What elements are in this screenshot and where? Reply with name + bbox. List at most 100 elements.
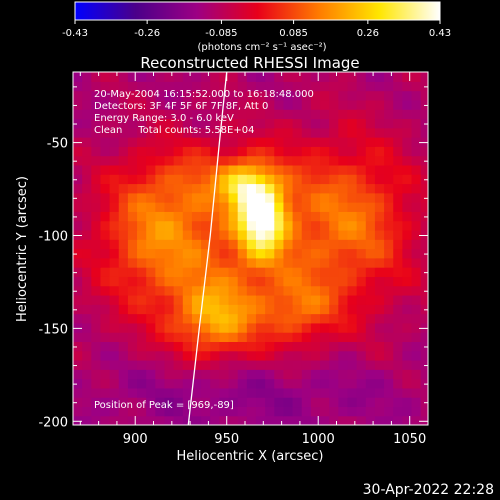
heatmap-cell [146, 323, 156, 333]
heatmap-cell [265, 276, 275, 286]
heatmap-cell [128, 416, 138, 426]
heatmap-cell [274, 388, 284, 398]
heatmap-cell [265, 351, 275, 361]
heatmap-cell [320, 193, 330, 203]
heatmap-cell [393, 388, 403, 398]
heatmap-cell [146, 388, 156, 398]
heatmap-cell [119, 332, 129, 342]
heatmap-cell [347, 406, 357, 416]
heatmap-cell [192, 72, 202, 82]
heatmap-cell [338, 360, 348, 370]
heatmap-cell [91, 249, 101, 259]
heatmap-cell [91, 137, 101, 147]
heatmap-cell [357, 193, 367, 203]
heatmap-cell [293, 295, 303, 305]
heatmap-cell [347, 109, 357, 119]
heatmap-cell [229, 258, 239, 268]
timestamp: 30-Apr-2022 22:28 [363, 482, 494, 498]
heatmap-cell [100, 202, 110, 212]
heatmap-cell [192, 146, 202, 156]
heatmap-cell [293, 128, 303, 138]
heatmap-cell [347, 332, 357, 342]
heatmap-cell [82, 323, 92, 333]
heatmap-cell [293, 230, 303, 240]
heatmap-cell [265, 314, 275, 324]
heatmap-cell [347, 369, 357, 379]
heatmap-cell [283, 258, 293, 268]
heatmap-cell [421, 81, 431, 91]
heatmap-cell [384, 109, 394, 119]
heatmap-cell [402, 239, 412, 249]
heatmap-cell [100, 295, 110, 305]
heatmap-cell [128, 193, 138, 203]
heatmap-cell [119, 286, 129, 296]
heatmap-cell [393, 239, 403, 249]
heatmap-cell [192, 286, 202, 296]
heatmap-cell [192, 193, 202, 203]
heatmap-cell [265, 332, 275, 342]
heatmap-cell [311, 211, 321, 221]
heatmap-cell [412, 258, 422, 268]
heatmap-cell [347, 314, 357, 324]
heatmap-cell [265, 165, 275, 175]
heatmap-cell [73, 165, 83, 175]
heatmap-cell [155, 183, 165, 193]
heatmap-cell [375, 249, 385, 259]
heatmap-cell [183, 286, 193, 296]
heatmap-cell [283, 295, 293, 305]
heatmap-cell [375, 183, 385, 193]
heatmap-cell [338, 406, 348, 416]
heatmap-cell [155, 193, 165, 203]
heatmap-cell [274, 165, 284, 175]
heatmap-cell [238, 379, 248, 389]
heatmap-cell [393, 165, 403, 175]
heatmap-cell [210, 202, 220, 212]
heatmap-cell [412, 156, 422, 166]
heatmap-cell [110, 72, 120, 82]
heatmap-cell [421, 341, 431, 351]
heatmap-cell [183, 239, 193, 249]
heatmap-cell [247, 146, 257, 156]
heatmap-cell [366, 193, 376, 203]
heatmap-cell [183, 351, 193, 361]
heatmap-cell [256, 165, 266, 175]
heatmap-cell [375, 360, 385, 370]
heatmap-cell [155, 416, 165, 426]
heatmap-cell [311, 314, 321, 324]
heatmap-cell [366, 397, 376, 407]
heatmap-cell [174, 239, 184, 249]
heatmap-cell [421, 109, 431, 119]
heatmap-cell [375, 295, 385, 305]
heatmap-cell [146, 276, 156, 286]
heatmap-cell [73, 276, 83, 286]
heatmap-cell [174, 332, 184, 342]
heatmap-cell [91, 258, 101, 268]
heatmap-cell [320, 379, 330, 389]
heatmap-cell [73, 239, 83, 249]
heatmap-cell [412, 211, 422, 221]
heatmap-cell [357, 360, 367, 370]
heatmap-cell [110, 165, 120, 175]
heatmap-cell [366, 146, 376, 156]
heatmap-cell [128, 286, 138, 296]
heatmap-cell [347, 360, 357, 370]
heatmap-cell [137, 286, 147, 296]
heatmap-cell [384, 100, 394, 110]
heatmap-cell [412, 360, 422, 370]
heatmap-cell [338, 211, 348, 221]
heatmap-cell [164, 369, 174, 379]
heatmap-cell [366, 100, 376, 110]
heatmap-cell [73, 379, 83, 389]
heatmap-cell [219, 351, 229, 361]
heatmap-cell [146, 379, 156, 389]
heatmap-cell [164, 286, 174, 296]
heatmap-cell [91, 221, 101, 231]
heatmap-cell [174, 211, 184, 221]
heatmap-cell [402, 397, 412, 407]
heatmap-cell [229, 314, 239, 324]
heatmap-cell [238, 406, 248, 416]
heatmap-cell [329, 221, 339, 231]
heatmap-cell [320, 332, 330, 342]
heatmap-cell [357, 118, 367, 128]
heatmap-cell [256, 406, 266, 416]
